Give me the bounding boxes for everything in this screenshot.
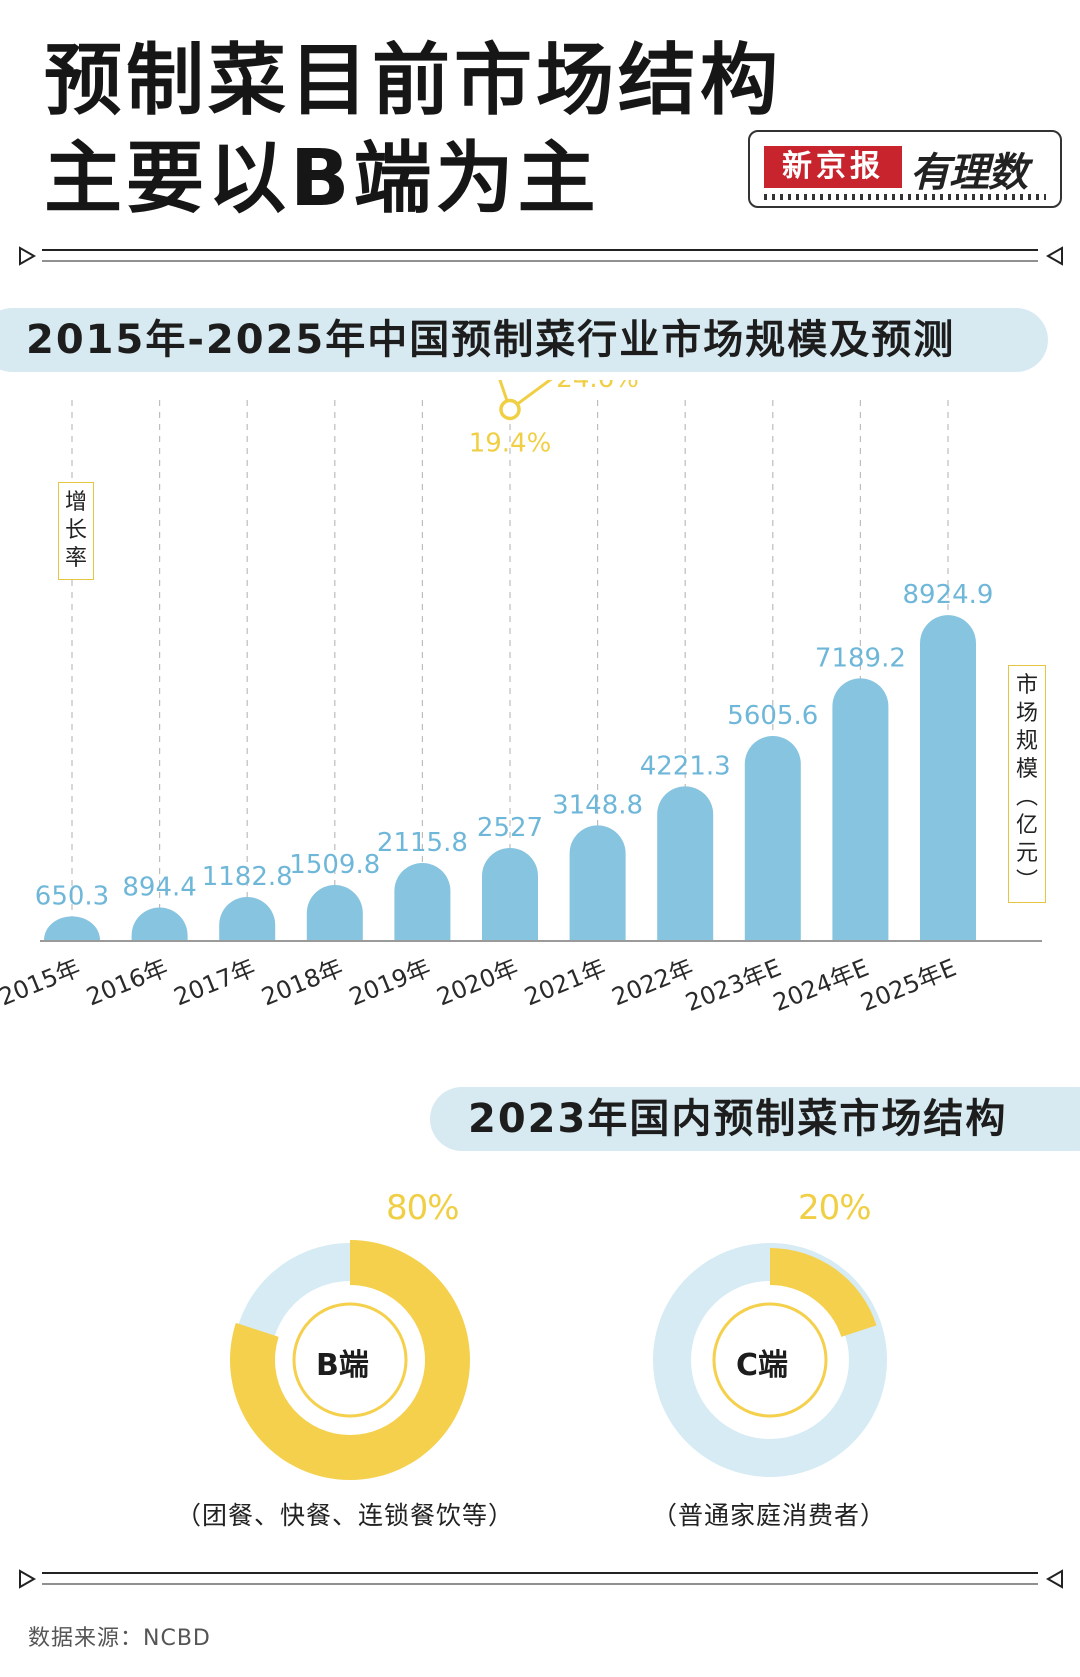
section2-band — [430, 1087, 1080, 1151]
headline-line2: 主要以B端为主 — [44, 134, 600, 224]
logo-brand: 新京报 — [764, 146, 902, 188]
y-label-char: 元 — [1015, 841, 1038, 866]
bar-value-label: 1509.8 — [289, 850, 380, 880]
donut-center-disc — [292, 1302, 408, 1418]
growth-label: 24.6% — [556, 380, 639, 394]
bar-value-label: 4221.3 — [640, 751, 731, 781]
divider-arrow-left-icon — [19, 246, 37, 266]
x-tick-label: 2015年 — [0, 954, 84, 1012]
chart-bars — [44, 615, 976, 940]
bar-2018年 — [306, 885, 363, 940]
bar-2017年 — [219, 896, 276, 940]
bar-value-label: 894.4 — [122, 872, 196, 902]
logo-hatch-decoration — [764, 194, 1046, 200]
x-tick-label: 2019年 — [345, 954, 434, 1012]
y-label-char: 场 — [1015, 701, 1038, 726]
y-label-char: 亿 — [1015, 813, 1038, 838]
bar-value-label: 2115.8 — [377, 828, 468, 858]
donut-slice-C端 — [770, 1248, 877, 1337]
bar-value-label: 7189.2 — [815, 643, 906, 673]
bar-2021年 — [569, 825, 626, 940]
donut-c-end-percent: 20% — [798, 1188, 872, 1228]
donut-b-end-note: （团餐、快餐、连锁餐饮等） — [176, 1501, 515, 1530]
donut-center-disc — [712, 1302, 828, 1418]
y-axis-label: 市 场 规 模 ︵ 亿 元 ︶ — [1008, 665, 1046, 903]
bar-value-label: 3148.8 — [552, 790, 643, 820]
y-label-char: ︵ — [1015, 785, 1038, 810]
divider-arrow-right-icon — [1045, 1569, 1063, 1589]
divider-arrow-right-icon — [1045, 246, 1063, 266]
bar-value-label: 2527 — [477, 813, 543, 843]
growth-label: 19.4% — [469, 428, 552, 458]
bar-value-label: 5605.6 — [727, 701, 818, 731]
growth-point — [499, 398, 521, 421]
brand-logo: 新京报 有理数 — [748, 130, 1062, 208]
donut-b-end-label: B端 — [316, 1348, 369, 1383]
data-source: 数据来源：NCBD — [28, 1626, 211, 1651]
y2-label-char: 增 — [65, 490, 88, 515]
bottom-divider — [19, 1569, 1063, 1589]
section1-band — [0, 308, 1048, 372]
x-tick-label: 2024年E — [769, 954, 872, 1018]
donut-c-end-label: C端 — [736, 1348, 789, 1383]
bar-2019年 — [394, 862, 451, 940]
bar-value-label: 650.3 — [35, 881, 109, 911]
donut-b-end-percent: 80% — [386, 1188, 460, 1228]
logo-column: 有理数 — [910, 149, 1028, 196]
donut-slice-B端 — [230, 1240, 470, 1480]
x-tick-label: 2021年 — [520, 954, 609, 1012]
y2-label-char: 率 — [65, 546, 88, 571]
bar-2022年 — [657, 786, 714, 940]
y-label-char: ︶ — [1015, 869, 1038, 894]
donut-b-end — [230, 1240, 470, 1480]
y-label-char: 市 — [1015, 673, 1038, 698]
bar-2023年E — [744, 735, 801, 940]
divider-arrow-left-icon — [19, 1569, 37, 1589]
x-tick-label: 2016年 — [82, 954, 171, 1012]
growth-line — [498, 380, 553, 412]
x-tick-label: 2018年 — [258, 954, 347, 1012]
bar-value-label: 1182.8 — [202, 862, 293, 892]
chart-growth-line: 37.5%32.2%27.6%40.1%19.4%24.6%34.1%32.8%… — [469, 380, 639, 458]
x-tick-label: 2020年 — [433, 954, 522, 1012]
y2-axis-label: 增 长 率 — [58, 482, 94, 580]
y2-label-char: 长 — [65, 518, 88, 543]
bar-2025年E — [920, 615, 976, 940]
headline-line1: 预制菜目前市场结构 — [44, 36, 783, 126]
donut-c-end-note: （普通家庭消费者） — [652, 1501, 887, 1530]
y-label-char: 模 — [1015, 757, 1038, 782]
donut-charts — [230, 1240, 887, 1480]
y-label-char: 规 — [1015, 729, 1038, 754]
donut-c-end — [653, 1243, 887, 1477]
bar-2024年E — [832, 678, 889, 940]
x-tick-label: 2017年 — [170, 954, 259, 1012]
x-tick-label: 2023年E — [682, 954, 785, 1018]
x-tick-label: 2022年 — [608, 954, 697, 1012]
bar-2016年 — [131, 907, 188, 940]
section1-title: 2015年-2025年中国预制菜行业市场规模及预测 — [26, 317, 956, 363]
x-tick-label: 2025年E — [857, 954, 960, 1018]
chart-x-labels: 2015年2016年2017年2018年2019年2020年2021年2022年… — [0, 954, 960, 1018]
top-divider — [19, 246, 1063, 266]
bar-value-label: 8924.9 — [903, 580, 994, 610]
bar-2015年 — [44, 916, 100, 940]
bar-2020年 — [482, 848, 538, 940]
section2-title: 2023年国内预制菜市场结构 — [468, 1096, 1008, 1142]
